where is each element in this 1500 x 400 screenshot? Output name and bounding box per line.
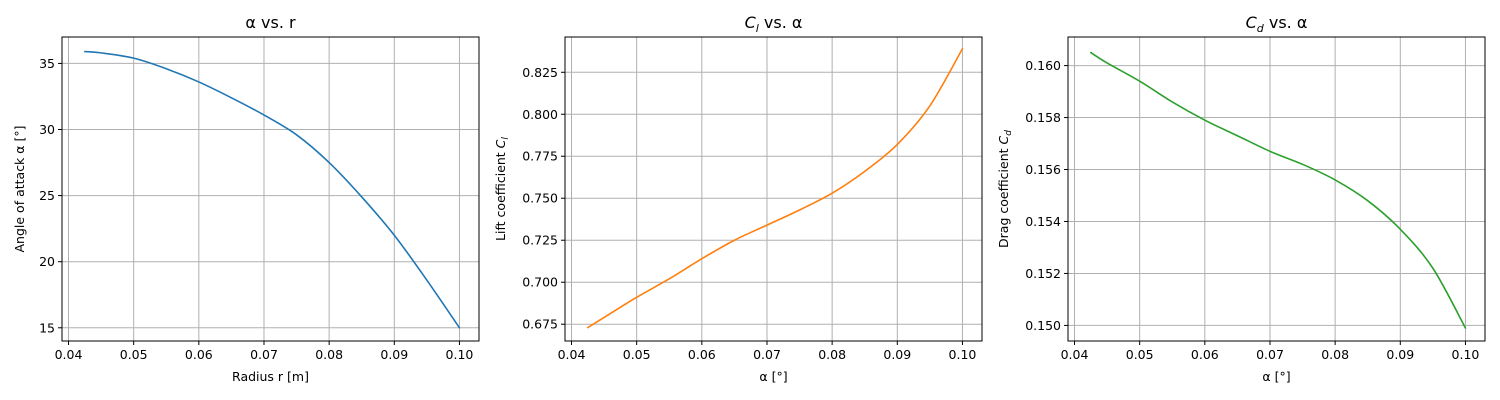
y-axis-label: Drag coefficient Cd xyxy=(996,130,1014,248)
x-tick-label: 0.08 xyxy=(315,347,343,362)
plot-frame xyxy=(61,36,480,342)
x-axis-label: Radius r [m] xyxy=(232,369,309,384)
y-tick-label: 20 xyxy=(39,254,55,269)
chart-panel-1: 0.04 0.05 0.06 0.07 0.08 0.09 0.10 15 20 25 30 35 α … xyxy=(12,13,480,384)
ylabel-subscript: l xyxy=(501,137,511,140)
y-tick-label: 0.675 xyxy=(522,317,558,332)
y-tick-label: 25 xyxy=(39,188,55,203)
y-tick-label: 0.154 xyxy=(1025,214,1061,229)
ylabel-prefix: Lift coefficient xyxy=(493,148,508,241)
x-tick-label: 0.06 xyxy=(185,347,213,362)
x-axis-label: α [°] xyxy=(759,369,787,384)
x-tick-label: 0.07 xyxy=(250,347,278,362)
chart-title: α vs. r xyxy=(245,13,296,32)
y-tick-label: 35 xyxy=(39,56,55,71)
y-tick-label: 15 xyxy=(39,320,55,335)
x-tick-label: 0.04 xyxy=(55,347,83,362)
title-symbol: C xyxy=(745,13,757,32)
y-tick-label: 0.725 xyxy=(522,233,558,248)
y-axis-label: Angle of attack α [°] xyxy=(12,126,27,253)
y-axis-label: Lift coefficient Cl xyxy=(493,137,511,241)
chart-panel-2: 0.04 0.05 0.06 0.07 0.08 0.09 0.10 0.675 0.700 0.… xyxy=(493,13,983,384)
x-tick-label: 0.06 xyxy=(1191,347,1219,362)
x-tick-label: 0.04 xyxy=(558,347,586,362)
x-tick-label: 0.05 xyxy=(1126,347,1154,362)
x-tick-label: 0.06 xyxy=(688,347,716,362)
title-rest: vs. α xyxy=(759,13,803,32)
y-tick-label: 0.160 xyxy=(1025,58,1061,73)
x-tick-label: 0.05 xyxy=(120,347,148,362)
y-tick-label: 0.775 xyxy=(522,149,558,164)
x-tick-label: 0.10 xyxy=(446,347,474,362)
x-tick-label: 0.10 xyxy=(1452,347,1480,362)
y-tick-label: 0.156 xyxy=(1025,162,1061,177)
y-tick-label: 0.152 xyxy=(1025,266,1061,281)
plot-frame xyxy=(564,36,983,342)
y-tick-label: 0.750 xyxy=(522,191,558,206)
y-tick-label: 0.150 xyxy=(1025,318,1061,333)
y-tick-label: 0.825 xyxy=(522,65,558,80)
x-axis-label: α [°] xyxy=(1262,369,1290,384)
series-line xyxy=(1090,51,1467,329)
y-tick-label: 0.800 xyxy=(522,107,558,122)
chart-title: Cl vs. α xyxy=(745,13,803,35)
x-tick-label: 0.08 xyxy=(818,347,846,362)
series-line xyxy=(587,47,964,329)
y-tick-label: 0.700 xyxy=(522,275,558,290)
x-tick-label: 0.09 xyxy=(1386,347,1414,362)
x-tick-label: 0.04 xyxy=(1061,347,1089,362)
x-tick-label: 0.07 xyxy=(753,347,781,362)
x-tick-label: 0.07 xyxy=(1256,347,1284,362)
ylabel-symbol: C xyxy=(493,139,508,148)
y-tick-label: 0.158 xyxy=(1025,110,1061,125)
x-tick-label: 0.10 xyxy=(949,347,977,362)
x-tick-label: 0.08 xyxy=(1321,347,1349,362)
title-subscript: d xyxy=(1257,22,1265,35)
chart-panel-3: 0.04 0.05 0.06 0.07 0.08 0.09 0.10 0.150 0.152 0.… xyxy=(996,13,1486,384)
title-rest: vs. α xyxy=(1264,13,1308,32)
title-symbol: C xyxy=(1246,13,1258,32)
title-subscript: l xyxy=(756,22,759,35)
y-tick-label: 30 xyxy=(39,122,55,137)
ylabel-prefix: Drag coefficient xyxy=(996,144,1011,247)
chart-title: Cd vs. α xyxy=(1246,13,1308,35)
x-tick-label: 0.05 xyxy=(623,347,651,362)
x-tick-label: 0.09 xyxy=(883,347,911,362)
ylabel-subscript: d xyxy=(1004,130,1014,136)
ylabel-symbol: C xyxy=(996,135,1011,144)
series-line xyxy=(84,50,461,329)
plot-frame xyxy=(1067,36,1486,342)
x-tick-label: 0.09 xyxy=(380,347,408,362)
